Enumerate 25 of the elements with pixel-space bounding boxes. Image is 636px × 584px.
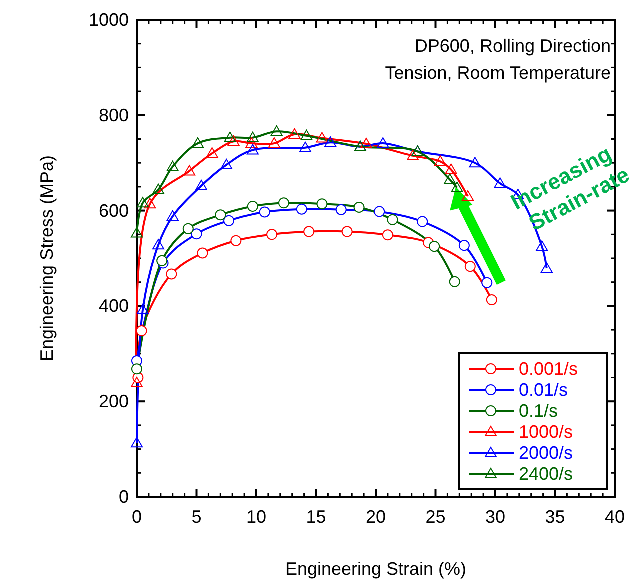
x-tick-label: 5 bbox=[192, 507, 202, 527]
y-tick-label: 200 bbox=[98, 392, 129, 412]
legend-label: 0.1/s bbox=[519, 401, 558, 421]
annotation: Tension, Room Temperature bbox=[385, 63, 611, 83]
x-tick-label: 25 bbox=[426, 507, 446, 527]
y-tick-label: 1000 bbox=[88, 10, 129, 30]
y-axis-title: Engineering Stress (MPa) bbox=[37, 155, 57, 362]
legend-label: 2400/s bbox=[519, 464, 574, 484]
x-axis-title: Engineering Strain (%) bbox=[285, 559, 467, 579]
y-tick-label: 0 bbox=[118, 487, 129, 507]
y-tick-label: 800 bbox=[98, 105, 129, 126]
x-tick-label: 40 bbox=[604, 507, 626, 527]
x-tick-label: 0 bbox=[132, 507, 142, 527]
annotation: DP600, Rolling Direction bbox=[414, 36, 611, 56]
legend-label: 2000/s bbox=[519, 443, 574, 463]
y-tick-label: 400 bbox=[98, 296, 129, 316]
x-tick-label: 15 bbox=[306, 507, 326, 527]
legend-label: 1000/s bbox=[519, 422, 574, 442]
x-tick-label: 30 bbox=[485, 507, 506, 527]
x-tick-label: 35 bbox=[545, 507, 566, 527]
legend-label: 0.001/s bbox=[519, 359, 578, 379]
x-tick-label: 20 bbox=[366, 507, 386, 527]
y-tick-label: 600 bbox=[98, 200, 129, 221]
x-tick-label: 10 bbox=[246, 507, 267, 527]
legend-label: 0.01/s bbox=[519, 380, 568, 400]
